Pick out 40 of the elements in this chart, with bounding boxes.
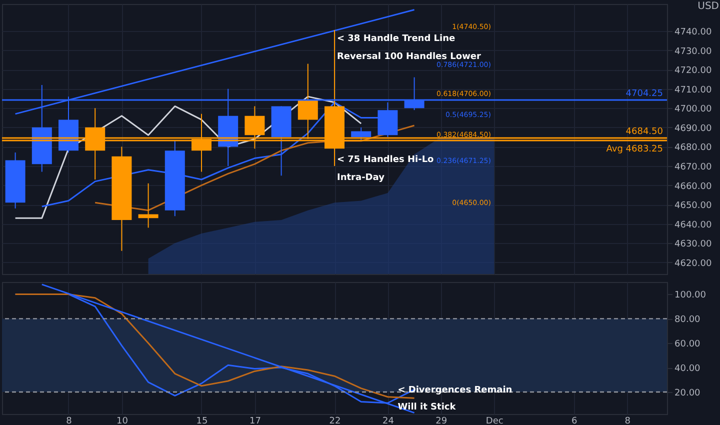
x-tick-label: Dec [486, 416, 504, 425]
candlestick [138, 182, 158, 228]
x-tick-label: 15 [196, 416, 208, 425]
annotation: < Divergences Remain [398, 386, 512, 396]
candlestick [351, 126, 372, 142]
x-tick-label: 22 [329, 416, 341, 425]
y-tick-label: 4680.00 [674, 143, 712, 154]
annotation: < 38 Handle Trend Line [337, 34, 456, 44]
y-tick-label: 40.00 [674, 364, 701, 374]
y-tick-label: 4710.00 [674, 85, 712, 96]
x-tick-label: 8 [66, 416, 72, 425]
x-tick-label: 17 [249, 416, 261, 425]
ref-line-label: Avg 4683.25 [606, 144, 663, 154]
x-tick-label: 29 [436, 416, 448, 425]
annotation: < 75 Handles Hi-Lo [337, 155, 434, 165]
annotation: Intra-Day [337, 173, 385, 183]
y-tick-label: 80.00 [674, 315, 701, 326]
annotation: Will it Stick [398, 402, 457, 413]
y-tick-label: 4740.00 [674, 28, 712, 38]
y-tick-label: 4640.00 [674, 220, 712, 230]
y-tick-label: 100.00 [674, 290, 706, 301]
y-tick-label: 4700.00 [674, 104, 712, 115]
y-tick-label: 4730.00 [674, 46, 712, 57]
y-tick-label: 20.00 [674, 388, 701, 398]
x-tick-label: 24 [382, 416, 394, 425]
y-tick-label: 4630.00 [674, 240, 712, 250]
x-tick-label: 6 [572, 416, 578, 425]
y-tick-label: 4650.00 [674, 201, 712, 212]
ref-line-label: 4684.50 [626, 127, 664, 138]
y-tick-label: 4620.00 [674, 258, 712, 269]
y-tick-label: 4720.00 [674, 66, 712, 76]
text: USD [698, 1, 720, 12]
y-tick-label: 4660.00 [674, 182, 712, 192]
y-tick-label: 4670.00 [674, 162, 712, 172]
x-tick-label: 8 [624, 416, 631, 425]
y-tick-label: 4690.00 [674, 124, 712, 134]
annotation: Reversal 100 Handles Lower [337, 52, 482, 62]
ref-line-label: 4704.25 [626, 88, 663, 99]
y-tick-label: 60.00 [674, 340, 701, 350]
x-tick-label: 10 [116, 416, 128, 425]
